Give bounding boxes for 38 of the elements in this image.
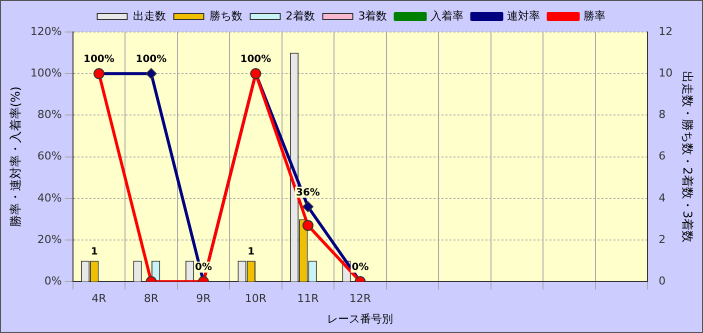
data-label: 100% [240, 54, 272, 66]
y-tick-label: 20% [37, 232, 62, 246]
x-tick-label: 9R [196, 292, 212, 306]
y-tick-label: 40% [37, 191, 62, 204]
y2-tick-label: 10 [658, 66, 673, 80]
y2-tick-label: 12 [658, 24, 673, 38]
legend-label: 勝率 [584, 9, 606, 22]
legend-label: 勝ち数 [209, 9, 242, 22]
y-tick-label: 80% [37, 108, 62, 122]
x-tick-label: 8R [144, 292, 159, 306]
y2-tick-label: 8 [658, 108, 666, 122]
x-axis-title: レース番号別 [327, 312, 394, 326]
data-label: 0% [352, 262, 369, 274]
x-tick-label: 11R [297, 292, 320, 306]
legend-label: 入着率 [430, 9, 464, 22]
data-label: 1 [90, 246, 98, 258]
x-tick-label: 10R [244, 292, 267, 306]
data-label: 1 [248, 246, 255, 258]
y2-tick-label: 4 [658, 191, 666, 204]
data-label: 100% [136, 54, 167, 66]
y-tick-label: 100% [30, 66, 62, 80]
y-tick-label: 120% [30, 24, 62, 38]
x-tick-label: 4R [92, 292, 107, 306]
legend-label: 出走数 [132, 9, 166, 22]
y2-tick-label: 6 [658, 150, 666, 163]
y-axis-title: 勝率・連対率・入着率(%) [8, 86, 22, 228]
y2-tick-label: 0 [658, 274, 666, 288]
legend-label: 連対率 [507, 9, 540, 22]
y-tick-label: 0% [44, 274, 62, 288]
y2-axis-title: 出走数・勝ち数・2着数・3着数 [680, 71, 695, 242]
data-label: 100% [84, 54, 114, 66]
y2-tick-label: 2 [658, 232, 666, 246]
x-tick-label: 12R [349, 292, 372, 306]
y-tick-label: 60% [37, 150, 62, 163]
legend-label: 2着数 [286, 9, 315, 22]
data-label: 0% [194, 262, 212, 274]
data-label: 36% [296, 187, 320, 198]
legend-label: 3着数 [358, 9, 388, 22]
